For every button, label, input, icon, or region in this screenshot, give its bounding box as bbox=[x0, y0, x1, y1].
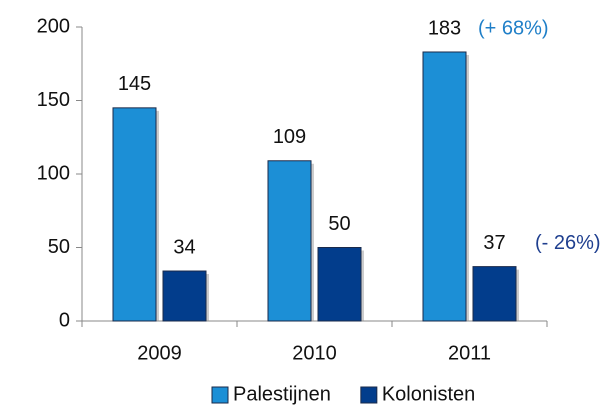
data-label: 34 bbox=[173, 236, 195, 258]
y-tick-label: 200 bbox=[37, 15, 70, 37]
legend-label: Kolonisten bbox=[382, 383, 475, 405]
data-label: 37 bbox=[483, 232, 505, 254]
y-tick-label: 0 bbox=[59, 309, 70, 331]
x-tick-label: 2010 bbox=[292, 342, 337, 364]
y-tick-label: 100 bbox=[37, 162, 70, 184]
legend-swatch bbox=[211, 386, 229, 404]
bar bbox=[472, 266, 517, 322]
data-label: 109 bbox=[273, 126, 306, 148]
legend-label: Palestijnen bbox=[233, 383, 331, 405]
bar bbox=[267, 160, 312, 322]
y-tick-label: 50 bbox=[48, 236, 70, 258]
annotation: (- 26%) bbox=[535, 232, 601, 254]
annotation: (+ 68%) bbox=[478, 17, 549, 39]
bar bbox=[422, 51, 467, 322]
y-tick-label: 150 bbox=[37, 89, 70, 111]
data-label: 50 bbox=[328, 213, 350, 235]
x-tick-label: 2009 bbox=[137, 342, 182, 364]
bar bbox=[162, 270, 207, 322]
bar bbox=[317, 247, 362, 322]
data-label: 145 bbox=[118, 73, 151, 95]
legend-swatch bbox=[360, 386, 378, 404]
x-tick-label: 2011 bbox=[448, 342, 491, 364]
data-label: 183 bbox=[428, 17, 461, 39]
bar bbox=[112, 107, 157, 322]
